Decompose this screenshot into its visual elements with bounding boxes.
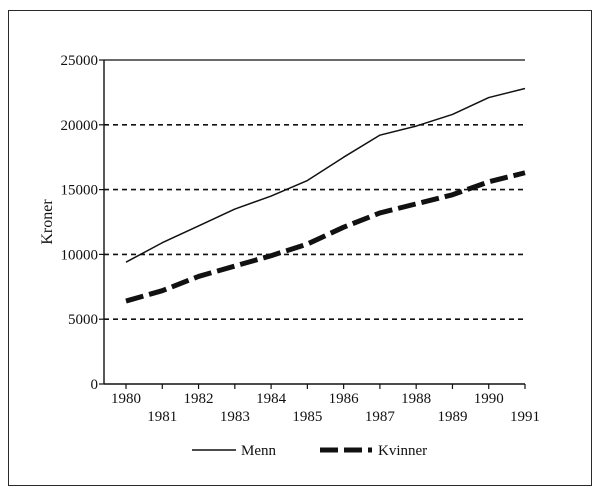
y-tick-label: 25000: [61, 53, 99, 69]
x-tick-label: 1990: [474, 391, 504, 407]
series-lines: [125, 87, 526, 304]
x-tick-label: 1989: [437, 409, 467, 425]
x-tick-label: 1980: [111, 391, 141, 407]
x-tick-label: 1983: [220, 409, 250, 425]
series-line-kvinner: [125, 170, 526, 304]
gridlines: [104, 124, 525, 321]
x-tick-label: 1985: [292, 409, 322, 425]
x-tick-label: 1988: [401, 391, 431, 407]
x-tick-label: 1984: [256, 391, 287, 407]
x-tick-label: 1986: [329, 391, 360, 407]
y-tick-label: 15000: [61, 183, 99, 199]
y-tick-label: 10000: [61, 247, 99, 263]
legend-label-kvinner: Kvinner: [378, 443, 427, 459]
legend: Menn Kvinner: [192, 443, 427, 459]
tick-labels: 0 5000 10000 15000 20000 25000 1980 1981 1982 198…: [61, 53, 541, 425]
y-tick-label: 0: [91, 377, 99, 393]
y-tick-label: 5000: [68, 312, 98, 328]
chart-frame: [8, 10, 592, 486]
legend-label-menn: Menn: [241, 443, 276, 459]
series-line-menn: [125, 87, 526, 263]
y-axis-label: Kroner: [39, 199, 56, 245]
axes: [99, 59, 526, 389]
x-tick-label: 1987: [365, 409, 396, 425]
x-tick-label: 1982: [184, 391, 214, 407]
x-tick-label: 1981: [147, 409, 177, 425]
y-tick-label: 20000: [61, 118, 99, 134]
x-tick-label: 1991: [510, 409, 540, 425]
